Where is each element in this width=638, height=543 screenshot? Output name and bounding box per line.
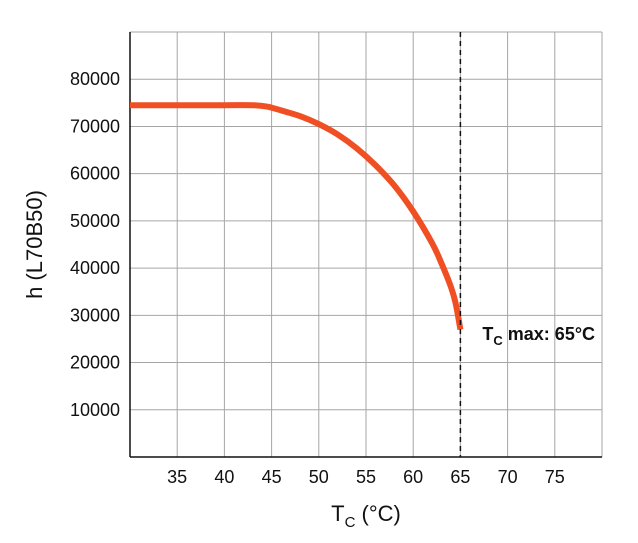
series: [129, 102, 464, 331]
x-tick-label: 60: [403, 467, 423, 487]
x-tick-label: 45: [262, 467, 282, 487]
y-tick-label: 40000: [70, 258, 120, 278]
y-tick-label: 30000: [70, 305, 120, 325]
x-tick-label: 50: [309, 467, 329, 487]
x-tick-label: 75: [545, 467, 565, 487]
tick-labels: 35 40 45 50 55 60 65 70 75 10000 20000 30000 40000 50…: [70, 69, 565, 487]
y-tick-label: 50000: [70, 211, 120, 231]
y-tick-label: 80000: [70, 69, 120, 89]
y-tick-label: 10000: [70, 400, 120, 420]
annotations: TC max: 65°C: [459, 32, 595, 457]
y-tick-label: 20000: [70, 353, 120, 373]
tc-max-label: TC max: 65°C: [482, 324, 595, 348]
y-axis-title: h (L70B50): [22, 190, 47, 299]
x-tick-label: 55: [356, 467, 376, 487]
x-tick-label: 35: [167, 467, 187, 487]
x-tick-label: 70: [498, 467, 518, 487]
y-tick-label: 70000: [70, 116, 120, 136]
axis-titles: TC (°C) h (L70B50): [22, 190, 401, 531]
y-tick-label: 60000: [70, 164, 120, 184]
grid: [130, 31, 603, 457]
x-axis-title: TC (°C): [331, 501, 401, 531]
x-tick-label: 65: [450, 467, 470, 487]
series-line-lifetime: [129, 102, 464, 331]
x-tick-label: 40: [214, 467, 234, 487]
